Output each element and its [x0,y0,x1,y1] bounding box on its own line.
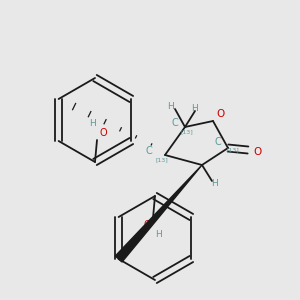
Text: C: C [214,137,221,147]
Text: O: O [253,147,261,157]
Text: H: H [168,102,174,111]
Polygon shape [115,165,202,262]
Text: C: C [172,118,178,128]
Text: [13]: [13] [226,148,239,152]
Text: H: H [211,179,218,188]
Text: H: H [90,119,96,128]
Text: C: C [146,146,152,156]
Text: [13]: [13] [156,158,168,163]
Text: O: O [99,128,106,138]
Text: H: H [156,230,162,239]
Text: [13]: [13] [181,130,194,134]
Text: H: H [192,104,198,113]
Text: O: O [143,220,151,230]
Text: O: O [216,109,224,119]
